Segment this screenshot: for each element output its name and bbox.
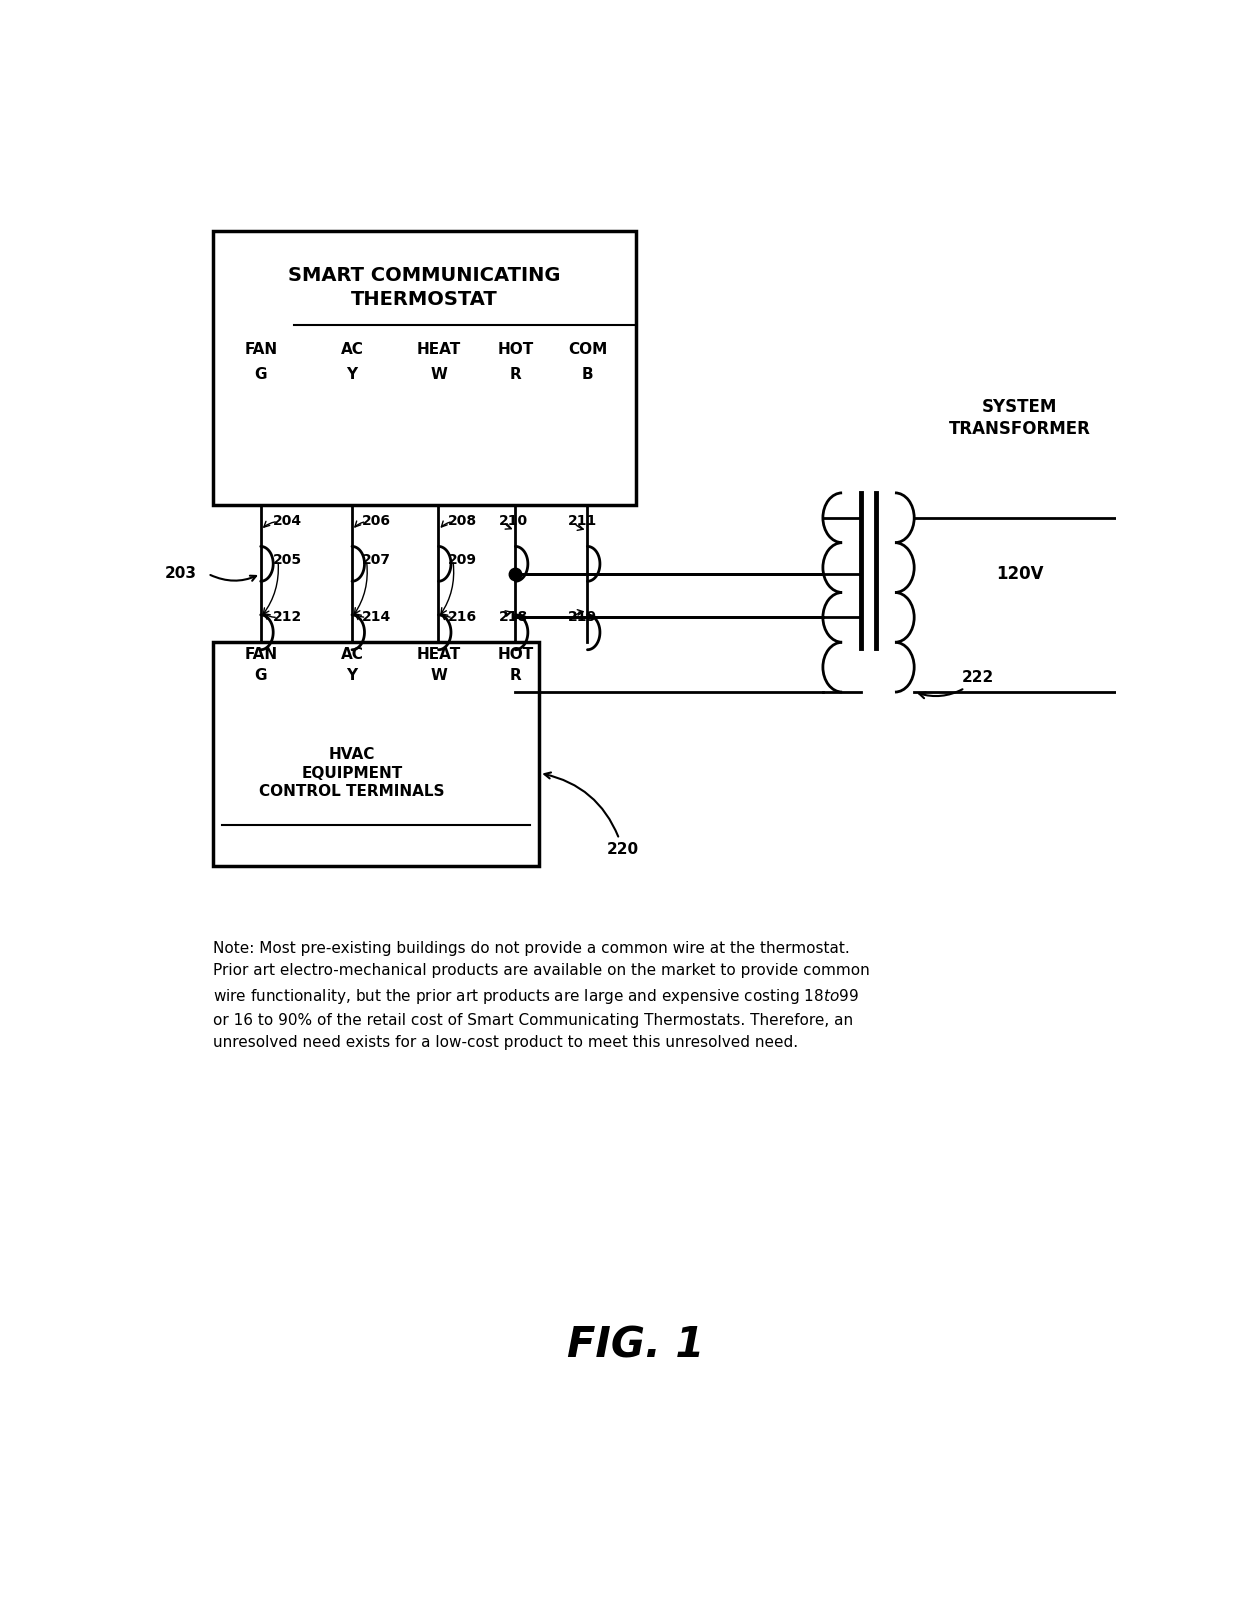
Text: 209: 209 (448, 553, 477, 568)
Text: FAN: FAN (244, 647, 278, 663)
Text: G: G (254, 668, 267, 684)
FancyBboxPatch shape (213, 231, 635, 506)
Text: AC: AC (341, 647, 363, 663)
Text: FAN: FAN (244, 343, 278, 357)
Text: COM: COM (568, 343, 608, 357)
Text: 208: 208 (448, 514, 477, 529)
FancyBboxPatch shape (213, 642, 539, 867)
Text: 220: 220 (544, 773, 639, 857)
Text: 205: 205 (273, 553, 303, 568)
Text: HEAT: HEAT (417, 647, 460, 663)
Text: 210: 210 (498, 514, 528, 529)
Text: 206: 206 (362, 514, 391, 529)
Text: 211: 211 (568, 514, 598, 529)
Text: 204: 204 (273, 514, 303, 529)
Text: HEAT: HEAT (417, 343, 460, 357)
Text: R: R (510, 668, 521, 684)
Text: B: B (582, 367, 593, 382)
Text: 212: 212 (273, 610, 303, 624)
Text: HVAC
EQUIPMENT
CONTROL TERMINALS: HVAC EQUIPMENT CONTROL TERMINALS (259, 747, 445, 799)
Text: 120V: 120V (996, 564, 1044, 582)
Text: 219: 219 (568, 610, 598, 624)
Text: FIG. 1: FIG. 1 (567, 1324, 704, 1366)
Text: HOT: HOT (497, 647, 533, 663)
Text: R: R (510, 367, 521, 382)
Text: SMART COMMUNICATING
THERMOSTAT: SMART COMMUNICATING THERMOSTAT (288, 267, 560, 309)
Text: AC: AC (341, 343, 363, 357)
Text: 218: 218 (498, 610, 528, 624)
Text: 222: 222 (919, 669, 994, 699)
Text: HOT: HOT (497, 343, 533, 357)
Text: 216: 216 (448, 610, 477, 624)
Text: Y: Y (346, 367, 357, 382)
Text: Y: Y (346, 668, 357, 684)
Text: 214: 214 (362, 610, 391, 624)
Text: SYSTEM
TRANSFORMER: SYSTEM TRANSFORMER (949, 398, 1091, 438)
Text: G: G (254, 367, 267, 382)
Text: 203: 203 (165, 566, 197, 581)
Text: Note: Most pre-existing buildings do not provide a common wire at the thermostat: Note: Most pre-existing buildings do not… (213, 941, 869, 1049)
Text: 207: 207 (362, 553, 391, 568)
Text: W: W (430, 367, 446, 382)
Text: W: W (430, 668, 446, 684)
